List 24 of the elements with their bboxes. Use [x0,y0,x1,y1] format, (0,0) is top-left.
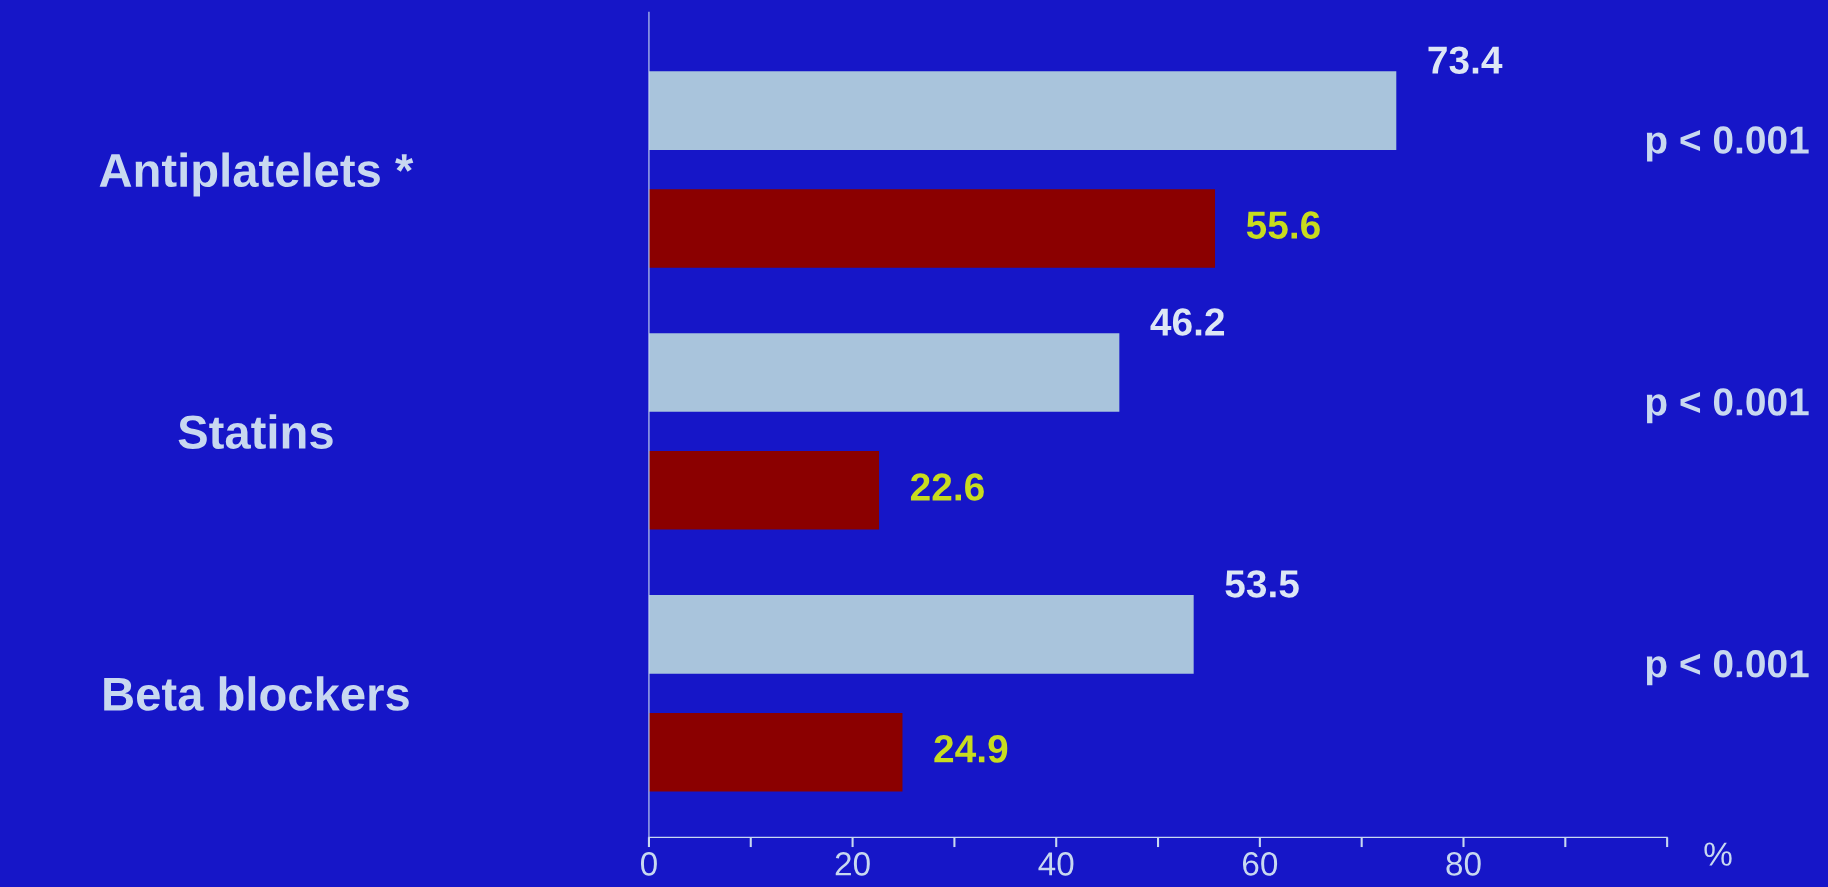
data-label: 46.2 [1150,308,1225,336]
y-tick-label: Statins [178,414,333,449]
bar [648,189,1216,268]
data-label: 22.6 [910,473,984,501]
y-tick-label: Beta blockers [104,676,409,711]
data-label: 55.6 [1246,211,1320,239]
annotation: p < 0.001 [1646,126,1809,162]
data-label: 73.4 [1428,46,1503,74]
annotation: p < 0.001 [1646,388,1809,424]
annotation: p < 0.001 [1646,650,1809,686]
bar [648,71,1397,150]
x-tick-label: 20 [835,852,870,876]
data-label: 53.5 [1225,570,1299,598]
data-label: 24.9 [934,735,1008,763]
bar [648,595,1194,674]
x-axis-title: % [1704,842,1732,866]
x-tick-label: 0 [640,852,657,876]
x-tick-label: 60 [1243,852,1278,876]
bar [648,712,903,792]
x-tick-label: 40 [1038,852,1074,876]
y-tick-label: Antiplatelets * [99,152,414,197]
bar [648,451,880,530]
x-tick-label: 80 [1446,852,1481,876]
bar [648,333,1120,412]
